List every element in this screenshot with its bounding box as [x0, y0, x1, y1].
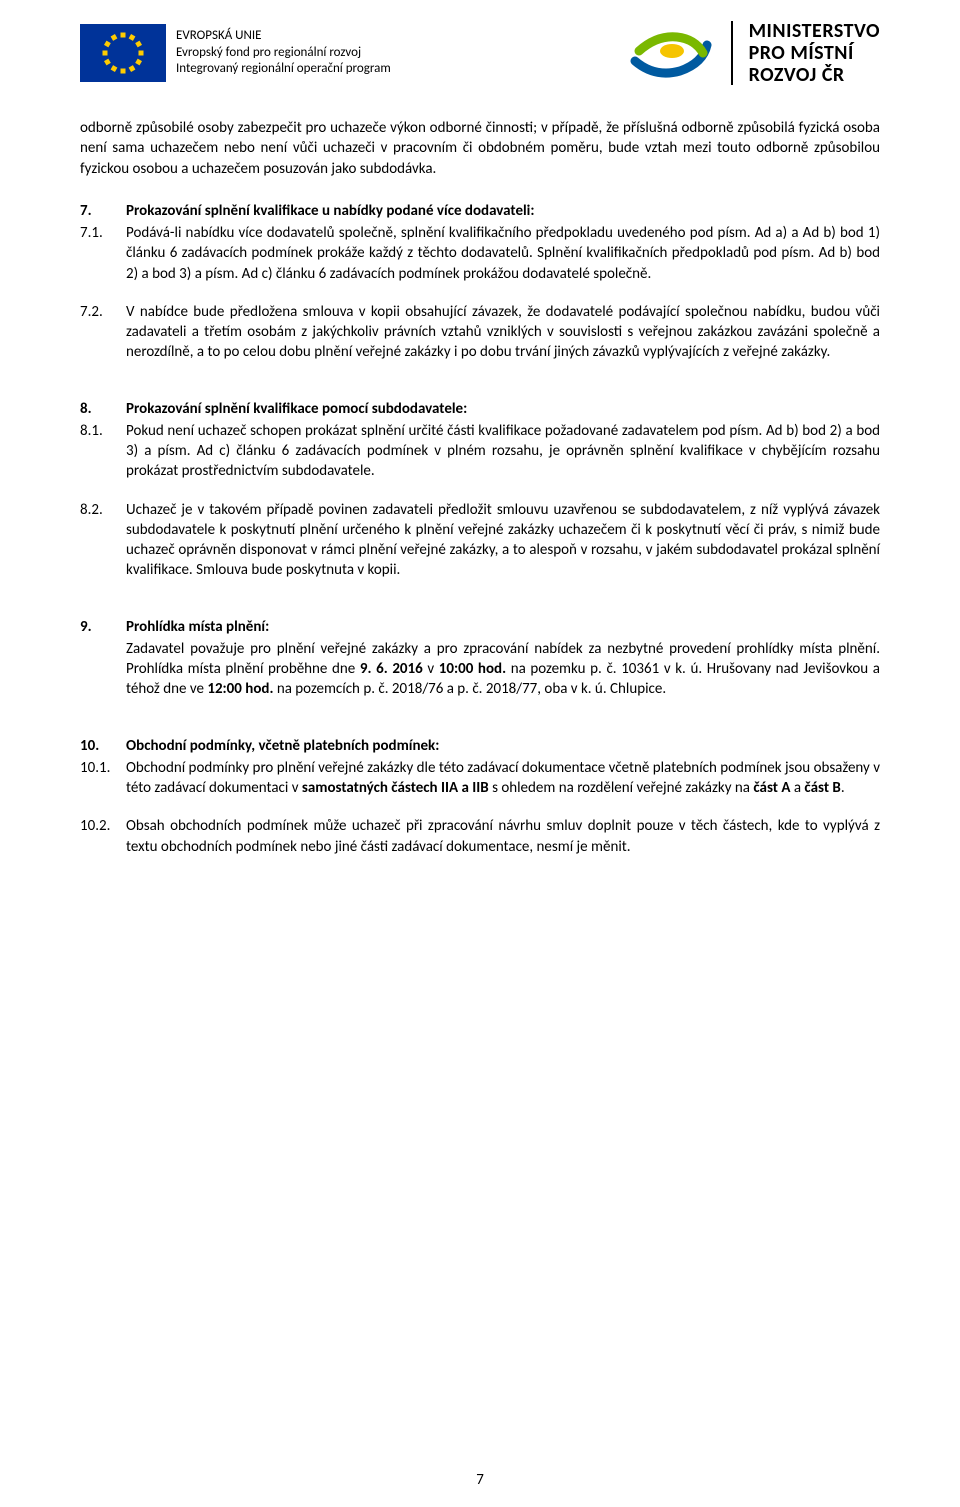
i101-mid: s ohledem na rozdělení veřejné zakázky n… [489, 779, 754, 797]
item-7-1: 7.1. Podává-li nabídku více dodavatelů s… [80, 223, 880, 284]
mmr-line1: MINISTERSTVO [749, 20, 880, 42]
eu-text-line1: EVROPSKÁ UNIE [176, 28, 391, 45]
header-logos: EVROPSKÁ UNIE Evropský fond pro regionál… [80, 20, 880, 86]
eu-stars-icon [101, 31, 145, 75]
i101-b1: samostatných částech IIA a IIB [302, 779, 489, 797]
section-10: 10. Obchodní podmínky, včetně platebních… [80, 736, 880, 857]
item-8-2: 8.2. Uchazeč je v takovém případě povine… [80, 500, 880, 581]
section-10-title: Obchodní podmínky, včetně platebních pod… [126, 736, 439, 756]
sec9-date: 9. 6. 2016 [360, 660, 423, 678]
item-7-2-number: 7.2. [80, 302, 126, 363]
section-10-heading: 10. Obchodní podmínky, včetně platebních… [80, 736, 880, 756]
section-7-number: 7. [80, 201, 126, 221]
item-10-2: 10.2. Obsah obchodních podmínek může uch… [80, 816, 880, 857]
item-10-2-number: 10.2. [80, 816, 126, 857]
item-7-2: 7.2. V nabídce bude předložena smlouva v… [80, 302, 880, 363]
section-7-heading: 7. Prokazování splnění kvalifikace u nab… [80, 201, 880, 221]
eu-flag-icon [80, 24, 166, 82]
section-8-heading: 8. Prokazování splnění kvalifikace pomoc… [80, 399, 880, 419]
item-10-2-text: Obsah obchodních podmínek může uchazeč p… [126, 816, 880, 857]
item-7-1-number: 7.1. [80, 223, 126, 284]
sec9-time2: 12:00 hod. [207, 680, 273, 698]
sec9-time1: 10:00 hod. [439, 660, 506, 678]
item-8-1-number: 8.1. [80, 421, 126, 482]
eu-logo-block: EVROPSKÁ UNIE Evropský fond pro regionál… [80, 24, 391, 82]
i101-b3: část B [804, 779, 840, 797]
item-10-1-text: Obchodní podmínky pro plnění veřejné zak… [126, 758, 880, 799]
section-8-number: 8. [80, 399, 126, 419]
item-7-2-text: V nabídce bude předložena smlouva v kopi… [126, 302, 880, 363]
section-9-body: Zadavatel považuje pro plnění veřejné za… [126, 639, 880, 700]
section-10-number: 10. [80, 736, 126, 756]
mmr-line2: PRO MÍSTNÍ [749, 42, 880, 64]
section-7-title: Prokazování splnění kvalifikace u nabídk… [126, 201, 535, 221]
eu-text-line3: Integrovaný regionální operační program [176, 61, 391, 78]
eu-text-line2: Evropský fond pro regionální rozvoj [176, 45, 391, 62]
section-9-heading: 9. Prohlídka místa plnění: [80, 617, 880, 637]
document-body: odborně způsobilé osoby zabezpečit pro u… [80, 118, 880, 857]
item-10-1-number: 10.1. [80, 758, 126, 799]
i101-mid2: a [790, 779, 804, 797]
section-9: 9. Prohlídka místa plnění: Zadavatel pov… [80, 617, 880, 700]
section-9-number: 9. [80, 617, 126, 637]
mmr-line3: ROZVOJ ČR [749, 64, 880, 86]
page: EVROPSKÁ UNIE Evropský fond pro regionál… [0, 0, 960, 1507]
item-8-2-text: Uchazeč je v takovém případě povinen zad… [126, 500, 880, 581]
section-9-title: Prohlídka místa plnění: [126, 617, 269, 637]
i101-tail: . [841, 779, 845, 797]
sec9-tail: na pozemcích p. č. 2018/76 a p. č. 2018/… [273, 680, 666, 698]
continuation-paragraph: odborně způsobilé osoby zabezpečit pro u… [80, 118, 880, 179]
mmr-text: MINISTERSTVO PRO MÍSTNÍ ROZVOJ ČR [749, 20, 880, 86]
section-8: 8. Prokazování splnění kvalifikace pomoc… [80, 399, 880, 581]
item-7-1-text: Podává-li nabídku více dodavatelů společ… [126, 223, 880, 284]
eu-text: EVROPSKÁ UNIE Evropský fond pro regionál… [176, 28, 391, 79]
vertical-separator [731, 21, 733, 85]
i101-b2: část A [753, 779, 790, 797]
section-8-title: Prokazování splnění kvalifikace pomocí s… [126, 399, 467, 419]
sec9-mid1: v [423, 660, 439, 678]
mmr-logo-block: MINISTERSTVO PRO MÍSTNÍ ROZVOJ ČR [625, 20, 880, 86]
item-8-1-text: Pokud není uchazeč schopen prokázat spln… [126, 421, 880, 482]
irop-swirl-icon [625, 23, 715, 83]
section-7: 7. Prokazování splnění kvalifikace u nab… [80, 201, 880, 363]
item-8-1: 8.1. Pokud není uchazeč schopen prokázat… [80, 421, 880, 482]
page-number: 7 [476, 1471, 484, 1489]
item-10-1: 10.1. Obchodní podmínky pro plnění veřej… [80, 758, 880, 799]
item-8-2-number: 8.2. [80, 500, 126, 581]
